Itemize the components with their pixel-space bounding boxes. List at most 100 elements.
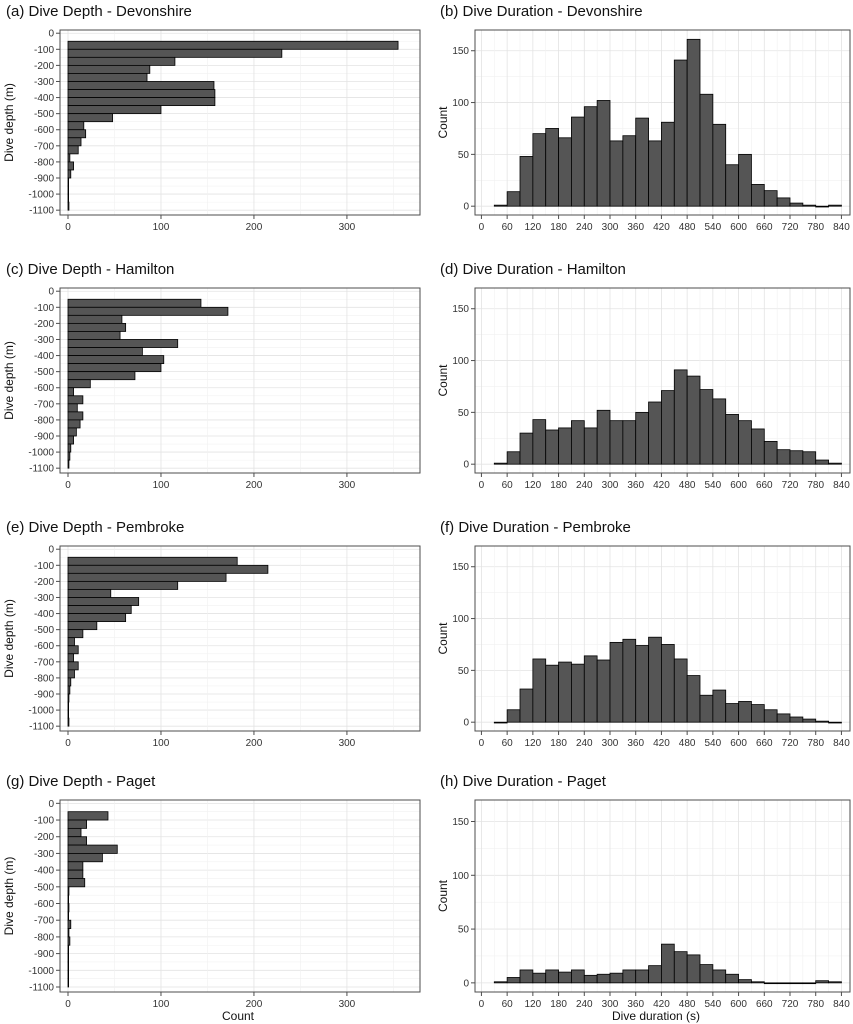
histogram-bar bbox=[532, 972, 547, 984]
histogram-bar bbox=[519, 156, 534, 207]
histogram-bar bbox=[815, 720, 829, 723]
histogram-bar bbox=[789, 202, 804, 207]
histogram-bar bbox=[67, 827, 82, 838]
y-tick-label: -900 bbox=[34, 949, 54, 960]
histogram-bar bbox=[789, 716, 804, 723]
histogram-bar bbox=[493, 981, 508, 984]
histogram-bar bbox=[686, 675, 701, 723]
histogram-bar bbox=[571, 116, 585, 207]
panel-title: (g) Dive Depth - Paget bbox=[6, 773, 156, 790]
x-tick-label: 780 bbox=[807, 738, 824, 749]
x-tick-label: 540 bbox=[705, 480, 722, 491]
histogram-bar bbox=[67, 395, 84, 405]
histogram-bar bbox=[67, 169, 72, 179]
histogram-bar bbox=[751, 704, 765, 723]
x-tick-label: 100 bbox=[153, 999, 170, 1010]
histogram-bar bbox=[67, 928, 70, 938]
histogram-bar bbox=[67, 953, 70, 963]
y-tick-label: -400 bbox=[34, 609, 54, 620]
x-tick-label: 300 bbox=[602, 738, 619, 749]
y-axis-label: Dive depth (m) bbox=[2, 83, 16, 162]
histogram-bar bbox=[67, 717, 70, 727]
panel-frame bbox=[474, 287, 851, 474]
histogram-bar bbox=[596, 100, 611, 207]
x-tick-label: 600 bbox=[730, 738, 747, 749]
y-tick-label: -300 bbox=[34, 77, 54, 88]
panel-frame bbox=[474, 29, 851, 216]
histogram-bar bbox=[67, 911, 70, 921]
histogram-bar bbox=[67, 64, 151, 74]
histogram-bar bbox=[648, 965, 662, 984]
histogram-bar bbox=[583, 974, 598, 984]
x-tick-label: 840 bbox=[833, 222, 850, 233]
histogram-bar bbox=[67, 347, 143, 356]
y-tick-label: -800 bbox=[34, 673, 54, 684]
histogram-bar bbox=[67, 556, 238, 566]
x-tick-label: 120 bbox=[525, 222, 542, 233]
y-tick-label: 150 bbox=[452, 304, 469, 315]
histogram-bar bbox=[622, 638, 637, 723]
histogram-bar bbox=[67, 572, 227, 582]
histogram-bar bbox=[67, 564, 269, 574]
histogram-bar bbox=[699, 964, 714, 984]
histogram-bar bbox=[815, 980, 829, 984]
x-tick-label: 0 bbox=[479, 480, 485, 491]
x-tick-label: 100 bbox=[153, 480, 170, 491]
x-tick-label: 780 bbox=[807, 999, 824, 1010]
x-tick-label: 0 bbox=[65, 222, 71, 233]
histogram-bar bbox=[776, 982, 791, 985]
histogram-bar bbox=[571, 420, 585, 465]
panel-f-pembroke-duration: 0 50 100 150 0 60 120 180 240 300 360 420 480 540 600 6… bbox=[436, 519, 851, 749]
x-tick-label: 480 bbox=[679, 738, 696, 749]
histogram-bar bbox=[802, 204, 817, 207]
histogram-bar bbox=[519, 432, 534, 465]
y-tick-label: -900 bbox=[34, 174, 54, 185]
y-tick-label: 100 bbox=[452, 614, 469, 625]
histogram-bar bbox=[67, 137, 82, 147]
panel-title: (h) Dive Duration - Paget bbox=[440, 773, 607, 790]
histogram-bar bbox=[519, 969, 534, 984]
y-tick-label: -400 bbox=[34, 866, 54, 877]
histogram-bar bbox=[712, 969, 727, 984]
y-tick-label: -600 bbox=[34, 125, 54, 136]
depth-x-axis-label: Count bbox=[222, 1009, 255, 1023]
histogram-bar bbox=[673, 658, 688, 723]
histogram-bar bbox=[789, 982, 804, 985]
histogram-bar bbox=[725, 703, 739, 723]
x-tick-label: 660 bbox=[756, 222, 773, 233]
histogram-bar bbox=[828, 462, 842, 465]
y-tick-label: -300 bbox=[34, 593, 54, 604]
histogram-bar bbox=[67, 331, 121, 340]
histogram-bar bbox=[609, 972, 624, 984]
x-tick-label: 720 bbox=[782, 999, 799, 1010]
y-tick-label: 50 bbox=[458, 408, 470, 419]
x-tick-label: 720 bbox=[782, 480, 799, 491]
histogram-bar bbox=[648, 636, 662, 723]
histogram-bar bbox=[67, 919, 72, 929]
histogram-bar bbox=[712, 689, 727, 723]
panel-frame bbox=[474, 799, 851, 993]
histogram-bar bbox=[67, 903, 70, 913]
histogram-bar bbox=[661, 121, 675, 207]
histogram-bar bbox=[763, 982, 778, 985]
histogram-bar bbox=[67, 177, 70, 187]
histogram-bar bbox=[545, 664, 559, 723]
x-tick-label: 540 bbox=[705, 738, 722, 749]
histogram-bar bbox=[712, 123, 727, 207]
x-tick-label: 240 bbox=[576, 738, 593, 749]
histogram-bar bbox=[67, 701, 70, 711]
histogram-bar bbox=[545, 128, 559, 207]
y-tick-label: 150 bbox=[452, 46, 469, 57]
histogram-bar bbox=[67, 129, 87, 139]
x-tick-label: 780 bbox=[807, 222, 824, 233]
panel-title: (a) Dive Depth - Devonshire bbox=[6, 3, 192, 20]
y-tick-label: -1100 bbox=[29, 982, 54, 993]
histogram-bar bbox=[67, 339, 179, 348]
histogram-bar bbox=[67, 944, 70, 955]
histogram-bar bbox=[67, 811, 109, 821]
x-tick-label: 200 bbox=[246, 999, 263, 1010]
histogram-bar bbox=[67, 185, 70, 195]
x-tick-label: 0 bbox=[479, 222, 485, 233]
y-tick-label: 0 bbox=[463, 460, 469, 471]
histogram-bar bbox=[532, 133, 547, 207]
